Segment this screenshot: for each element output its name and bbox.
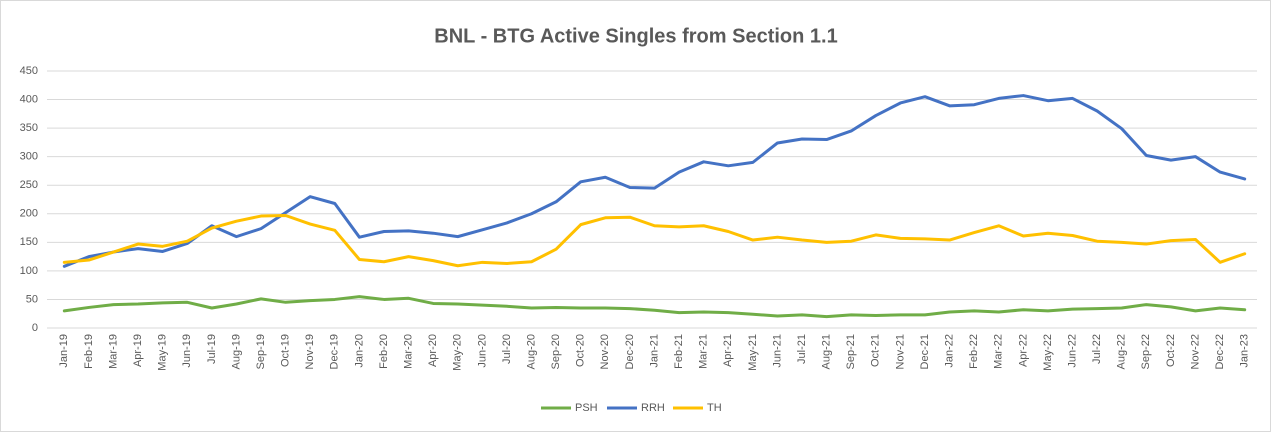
x-tick-label: Oct-19 [280,334,292,367]
x-tick-label: Dec-19 [329,334,341,369]
x-tick-label: Jun-22 [1066,334,1078,368]
x-tick-label: Apr-22 [1017,334,1029,367]
x-tick-label: Sep-19 [255,334,267,369]
x-tick-label: Apr-20 [427,334,439,367]
x-tick-label: Mar-19 [107,334,119,369]
x-tick-label: Aug-19 [230,334,242,369]
x-tick-label: Jan-21 [648,334,660,368]
x-tick-label: Feb-22 [968,334,980,369]
x-tick-label: Oct-22 [1165,334,1177,367]
x-tick-label: Jun-21 [771,334,783,368]
x-tick-label: Jan-20 [353,334,365,368]
x-tick-label: Jan-23 [1239,334,1251,368]
x-tick-label: Sep-20 [550,334,562,369]
x-tick-label: Sep-21 [845,334,857,369]
x-tick-label: Mar-20 [402,334,414,369]
x-tick-label: Sep-22 [1140,334,1152,369]
x-tick-label: Jun-19 [181,334,193,368]
y-tick-label: 450 [20,65,38,77]
x-tick-label: Mar-22 [993,334,1005,369]
x-tick-label: Feb-21 [673,334,685,369]
x-tick-label: Nov-22 [1189,334,1201,369]
x-tick-label: Apr-19 [132,334,144,367]
x-tick-label: May-22 [1042,334,1054,371]
x-tick-label: Apr-21 [722,334,734,367]
x-tick-label: May-21 [747,334,759,371]
x-tick-label: Oct-20 [575,334,587,367]
chart-title: BNL - BTG Active Singles from Section 1.… [434,25,837,47]
legend-label: PSH [575,402,598,414]
x-tick-label: Jan-22 [944,334,956,368]
y-tick-label: 100 [20,265,38,277]
x-tick-label: Feb-20 [378,334,390,369]
y-tick-label: 200 [20,208,38,220]
y-tick-label: 0 [32,322,38,334]
y-tick-label: 150 [20,236,38,248]
legend-label: RRH [641,402,665,414]
series-line [62,295,1247,319]
y-tick-label: 250 [20,179,38,191]
y-tick-label: 350 [20,122,38,134]
x-tick-label: May-19 [157,334,169,371]
x-tick-label: Mar-21 [698,334,710,369]
x-tick-label: Jul-21 [796,334,808,364]
x-tick-label: Feb-19 [83,334,95,369]
y-tick-label: 50 [26,293,38,305]
x-tick-label: Aug-22 [1116,334,1128,369]
x-tick-label: Dec-22 [1214,334,1226,369]
x-tick-label: Jan-19 [58,334,70,368]
y-tick-label: 300 [20,151,38,163]
x-tick-label: Jul-19 [206,334,218,364]
series-line [62,94,1247,268]
x-tick-label: Jun-20 [476,334,488,368]
x-tick-label: Jul-20 [501,334,513,364]
x-tick-label: Dec-21 [919,334,931,369]
x-tick-label: Oct-21 [870,334,882,367]
x-tick-label: Jul-22 [1091,334,1103,364]
x-tick-label: Nov-19 [304,334,316,369]
series-line [62,213,1247,268]
x-tick-label: Dec-20 [624,334,636,369]
x-tick-label: Aug-21 [821,334,833,369]
legend-label: TH [707,402,722,414]
x-tick-label: Aug-20 [525,334,537,369]
x-tick-label: Nov-21 [894,334,906,369]
y-tick-label: 400 [20,93,38,105]
x-tick-label: Nov-20 [599,334,611,369]
x-tick-label: May-20 [452,334,464,371]
